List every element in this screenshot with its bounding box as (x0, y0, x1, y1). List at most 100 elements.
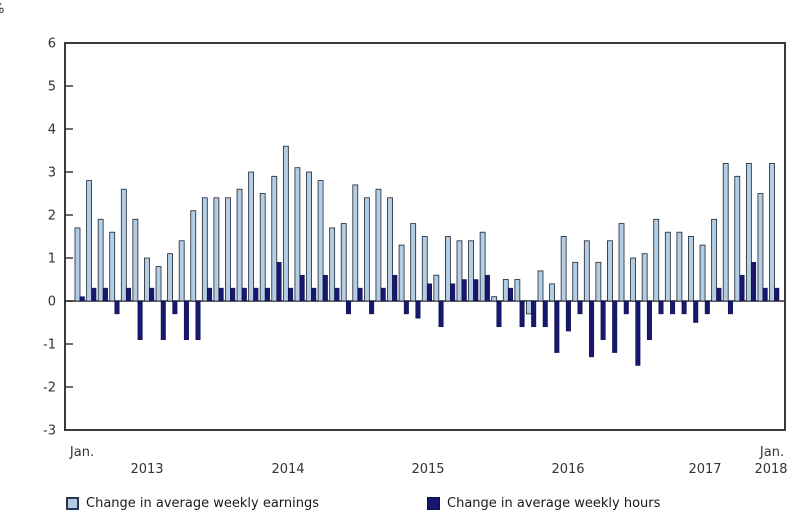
bar-earnings-2015-04 (387, 197, 393, 302)
bar-earnings-2014-09 (306, 171, 312, 302)
bar-earnings-2015-12 (479, 231, 486, 302)
bar-hours-2013-07 (149, 287, 155, 302)
bar-earnings-2013-01 (74, 227, 81, 302)
bar-earnings-2013-05 (120, 188, 127, 302)
bar-hours-2016-02 (508, 287, 514, 302)
y-tick-label: -3 (43, 424, 56, 439)
bar-hours-2013-12 (207, 287, 213, 302)
legend-label-hours: Change in average weekly hours (447, 495, 661, 511)
x-label-year-2014: 2014 (271, 462, 304, 477)
bar-hours-2015-02 (369, 300, 375, 315)
bar-hours-2015-11 (473, 279, 479, 302)
bar-hours-2015-07 (427, 283, 432, 302)
bar-earnings-2013-04 (109, 231, 116, 302)
legend: Change in average weekly earnings Change… (0, 494, 800, 520)
bar-earnings-2015-06 (410, 223, 417, 302)
bar-hours-2013-09 (172, 300, 178, 315)
bar-hours-2015-09 (450, 283, 456, 302)
bar-hours-2017-05 (681, 300, 687, 315)
bar-hours-2016-03 (519, 300, 525, 328)
legend-item-earnings: Change in average weekly earnings (66, 494, 319, 512)
bar-earnings-2014-12 (340, 223, 347, 302)
bar-earnings-2016-10 (595, 261, 602, 302)
legend-item-hours: Change in average weekly hours (427, 494, 660, 512)
bar-hours-2014-05 (264, 287, 270, 302)
bar-hours-2013-06 (137, 300, 143, 340)
bar-earnings-2015-10 (456, 240, 463, 302)
bar-hours-2017-08 (716, 287, 722, 302)
x-label-jan-right: Jan. (759, 445, 784, 460)
bar-hours-2015-03 (380, 287, 386, 302)
bar-earnings-2014-02 (225, 197, 231, 302)
bar-earnings-2014-10 (317, 180, 324, 302)
bar-hours-2016-11 (612, 300, 618, 353)
bar-hours-2016-10 (600, 300, 606, 340)
bar-earnings-2014-03 (236, 188, 243, 302)
bar-earnings-2013-02 (86, 180, 92, 302)
x-label-year-2015: 2015 (411, 462, 444, 477)
bar-hours-2017-01 (635, 300, 641, 366)
bar-hours-2017-12 (762, 287, 768, 302)
y-tick-label: 3 (48, 166, 56, 181)
bar-earnings-2014-04 (248, 171, 255, 302)
bar-earnings-2015-01 (352, 184, 359, 302)
bar-hours-2013-03 (102, 287, 108, 302)
bar-hours-2014-02 (230, 287, 236, 302)
bar-hours-2016-08 (577, 300, 583, 315)
bar-earnings-2016-07 (560, 236, 567, 302)
bar-earnings-2017-12 (757, 193, 764, 302)
bar-earnings-2017-09 (722, 162, 729, 302)
y-tick-label: -2 (43, 381, 56, 396)
bar-earnings-2016-11 (607, 240, 613, 302)
bar-hours-2014-09 (311, 287, 317, 302)
bar-earnings-2013-12 (201, 197, 208, 302)
bar-hours-2016-09 (589, 300, 595, 358)
bar-hours-2013-02 (91, 287, 97, 302)
bar-hours-2013-01 (79, 296, 85, 302)
y-tick-label: 6 (48, 37, 56, 52)
bar-hours-2017-09 (727, 300, 733, 315)
bar-earnings-2014-11 (329, 227, 336, 302)
bar-hours-2017-03 (658, 300, 664, 315)
bar-hours-2017-07 (704, 300, 710, 315)
bar-earnings-2017-02 (641, 253, 648, 302)
bar-hours-2016-06 (554, 300, 560, 353)
bar-earnings-2017-10 (734, 175, 741, 302)
bar-hours-2015-10 (461, 279, 467, 302)
bar-earnings-2017-03 (653, 218, 660, 302)
bar-earnings-2015-11 (468, 240, 474, 302)
bar-earnings-2015-08 (433, 274, 440, 302)
bar-hours-2014-08 (299, 274, 305, 302)
bar-earnings-2013-07 (144, 257, 150, 302)
bar-earnings-2017-04 (664, 231, 671, 302)
bar-hours-2016-12 (623, 300, 629, 315)
y-tick-label: 1 (48, 252, 56, 267)
bar-earnings-2016-01 (491, 296, 498, 302)
y-axis-unit-label: % (0, 2, 4, 17)
legend-swatch-earnings-icon (66, 496, 79, 510)
bar-earnings-2014-08 (294, 167, 301, 302)
bar-earnings-2013-09 (167, 253, 174, 302)
bar-earnings-2013-03 (97, 218, 104, 302)
bar-hours-2014-01 (218, 287, 224, 302)
x-label-jan-left: Jan. (69, 445, 94, 460)
bar-earnings-2013-10 (178, 240, 185, 302)
bar-earnings-2015-09 (444, 236, 451, 302)
bar-earnings-2017-07 (699, 244, 706, 302)
bar-hours-2015-08 (438, 300, 444, 328)
legend-label-earnings: Change in average weekly earnings (86, 495, 320, 511)
x-label-year-2018: 2018 (754, 462, 787, 477)
bar-hours-2014-11 (334, 287, 340, 302)
bar-hours-2018-01 (774, 287, 780, 302)
bar-earnings-2016-12 (618, 223, 625, 302)
y-tick-label: 4 (48, 123, 56, 138)
x-label-year-2017: 2017 (688, 462, 721, 477)
bar-earnings-2016-03 (514, 279, 521, 302)
bar-hours-2017-11 (751, 262, 757, 302)
bar-earnings-2014-06 (271, 175, 278, 302)
bar-earnings-2016-04 (526, 300, 532, 315)
bar-earnings-2017-01 (630, 257, 636, 302)
bar-hours-2015-04 (392, 274, 398, 302)
x-label-year-2013: 2013 (130, 462, 163, 477)
bar-hours-2016-05 (542, 300, 548, 328)
